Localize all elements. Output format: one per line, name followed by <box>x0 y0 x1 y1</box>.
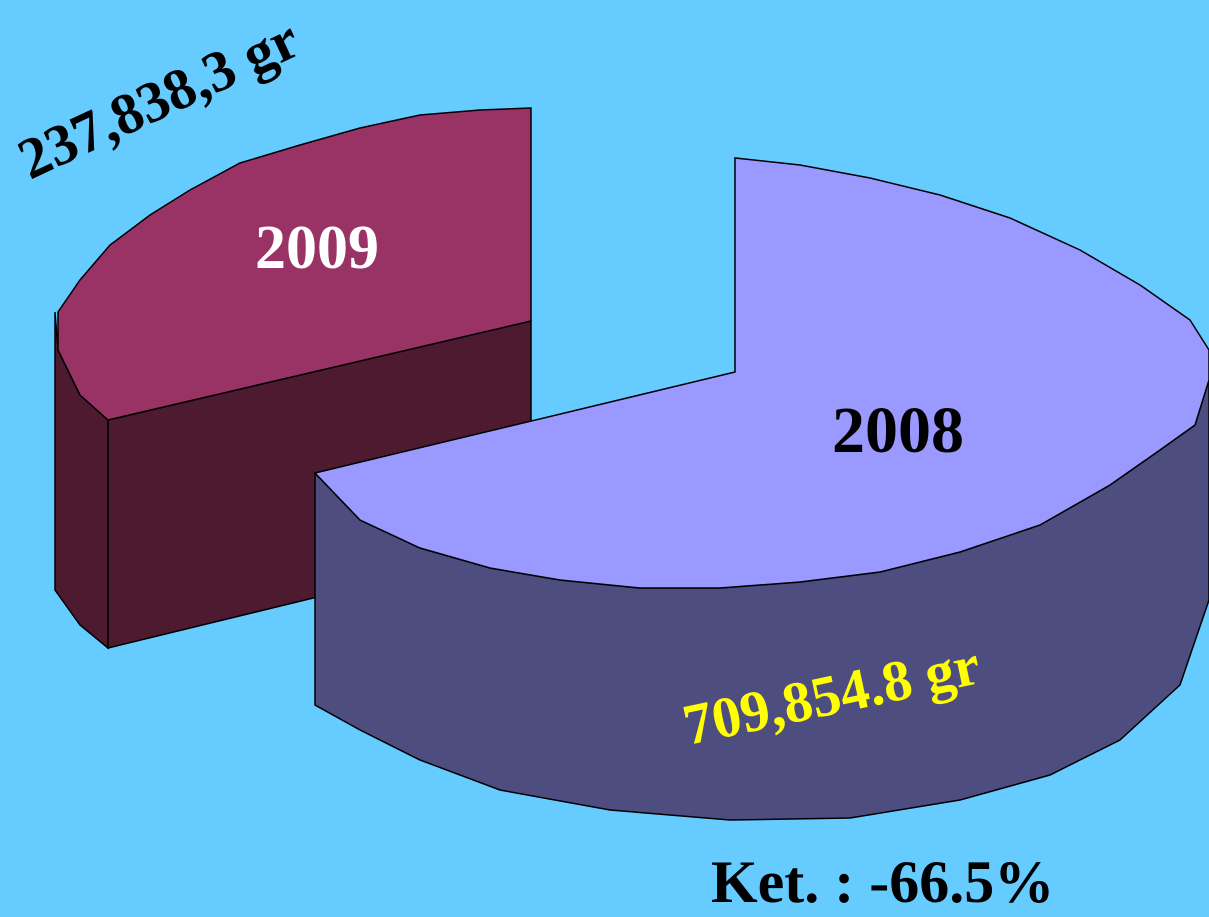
slice-2008-label: 2008 <box>832 394 964 467</box>
slice-2008-top <box>313 157 1209 589</box>
slice-2009-top <box>57 107 532 421</box>
change-annotation: Ket. : -66.5% <box>711 849 1055 915</box>
slice-2009-label: 2009 <box>255 214 379 282</box>
